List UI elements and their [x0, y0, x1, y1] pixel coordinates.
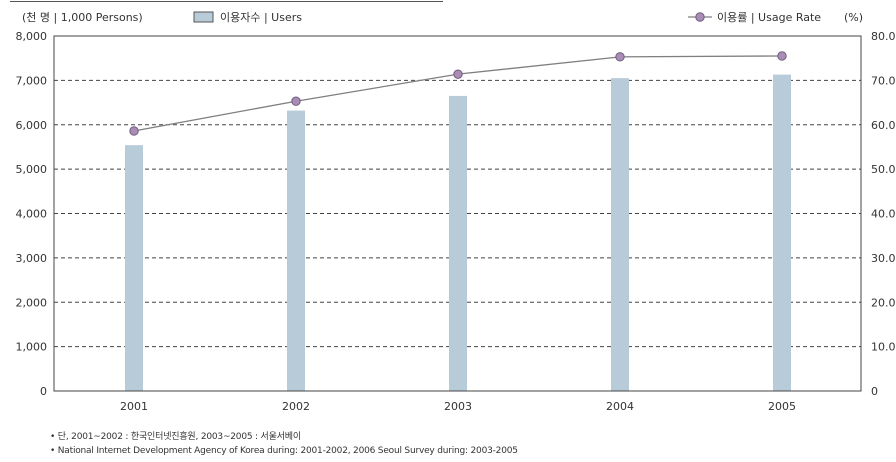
left-axis-tick-labels: 0 1,000 2,000 3,000 4,000 5,000 6,000 7,000 8,00…	[16, 30, 48, 398]
bar-series-users	[125, 74, 791, 392]
left-tick-label: 4,000	[16, 208, 48, 221]
legend-usage-rate: 이용률 | Usage Rate	[688, 11, 821, 24]
right-tick-label: 60.0	[871, 119, 896, 132]
right-tick-label: 70.0	[871, 74, 896, 87]
right-tick-label: 30.0	[871, 252, 896, 265]
bar-users-2004	[611, 78, 629, 391]
left-tick-label: 5,000	[16, 163, 48, 176]
x-tick-label: 2005	[768, 400, 796, 413]
legend-rate-label: 이용률 | Usage Rate	[717, 11, 821, 24]
source-note-english: • National Internet Development Agency o…	[50, 446, 518, 456]
left-tick-label: 2,000	[16, 296, 48, 309]
left-tick-label: 1,000	[16, 341, 48, 354]
left-tick-label: 8,000	[16, 30, 48, 43]
usage-rate-point-2001	[129, 126, 139, 136]
bar-users-2003	[449, 95, 467, 391]
x-tick-label: 2004	[606, 400, 634, 413]
x-tick-label: 2003	[444, 400, 472, 413]
x-axis-tick-labels: 2001 2002 2003 2004 2005	[120, 400, 796, 413]
x-tick-label: 2001	[120, 400, 148, 413]
right-tick-label: 20.0	[871, 296, 896, 309]
legend-users: 이용자수 | Users	[193, 11, 302, 24]
legend-users-label: 이용자수 | Users	[220, 11, 302, 24]
legend-rate-marker	[695, 12, 705, 22]
source-note-korean: • 단, 2001~2002 : 한국인터넷진흥원, 2003~2005 : 서…	[50, 432, 301, 442]
usage-rate-point-2003	[453, 69, 463, 79]
x-tick-label: 2002	[282, 400, 310, 413]
plot-frame	[53, 35, 862, 392]
right-tick-label: 50.0	[871, 163, 896, 176]
bar-users-2002	[287, 110, 305, 392]
right-tick-label: 40.0	[871, 208, 896, 221]
left-tick-label: 0	[40, 385, 47, 398]
right-tick-label: 10.0	[871, 341, 896, 354]
left-tick-label: 6,000	[16, 119, 48, 132]
usage-rate-point-2002	[291, 96, 301, 106]
left-axis-unit: (천 명 | 1,000 Persons)	[22, 10, 143, 24]
usage-rate-point-2005	[777, 51, 787, 61]
gridlines	[54, 79, 861, 348]
usage-rate-point-2004	[615, 52, 625, 62]
line-series-usage-rate	[129, 51, 787, 136]
bar-users-2005	[773, 74, 791, 391]
bar-users-2001	[125, 145, 143, 391]
right-axis-unit: (%)	[844, 11, 863, 24]
legend-users-swatch	[193, 11, 214, 23]
right-axis-tick-labels: 0 10.0 20.0 30.0 40.0 50.0 60.0 70.0 80.0	[871, 30, 896, 398]
left-tick-label: 3,000	[16, 252, 48, 265]
left-tick-label: 7,000	[16, 74, 48, 87]
right-tick-label: 80.0	[871, 30, 896, 43]
right-tick-label: 0	[871, 385, 878, 398]
